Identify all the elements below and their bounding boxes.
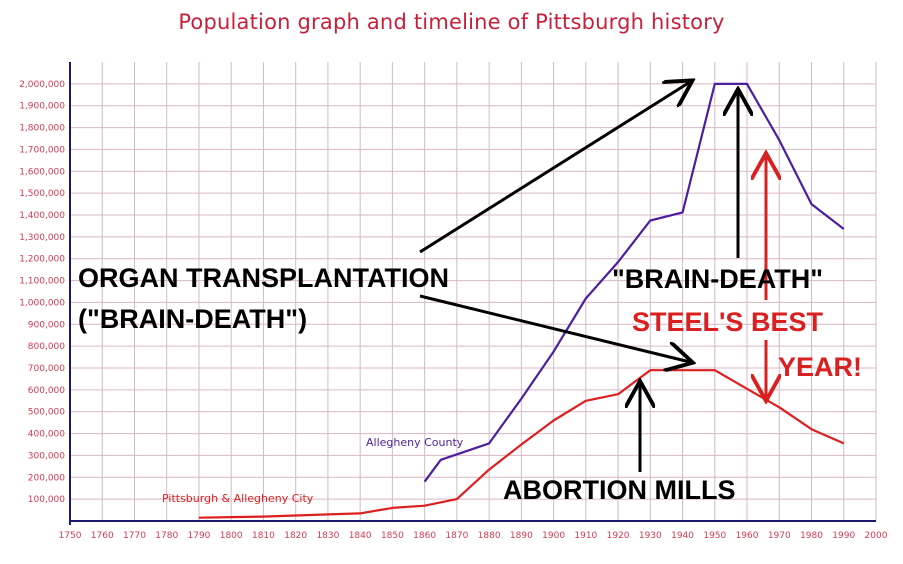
y-tick-label: 1,500,000 (19, 189, 65, 199)
x-tick-label: 1950 (703, 531, 726, 541)
x-tick-label: 1960 (736, 531, 759, 541)
y-tick-label: 2,000,000 (19, 80, 65, 90)
x-tick-label: 1970 (768, 531, 791, 541)
y-tick-label: 1,600,000 (19, 167, 65, 177)
annotation-steel-line1: STEEL'S BEST (632, 307, 823, 337)
x-tick-label: 1920 (607, 531, 630, 541)
x-tick-label: 1940 (671, 531, 694, 541)
annotation-brain-death: "BRAIN-DEATH" (612, 264, 823, 294)
x-tick-label: 1820 (284, 531, 307, 541)
series-label-allegheny-county: Allegheny County (366, 436, 464, 449)
y-tick-label: 300,000 (28, 451, 65, 461)
series-label-pittsburgh: Pittsburgh & Allegheny City (162, 492, 314, 505)
annotation-steel-line2: YEAR! (778, 352, 862, 382)
x-tick-label: 1990 (832, 531, 855, 541)
y-tick-label: 1,200,000 (19, 255, 65, 265)
y-tick-label: 1,100,000 (19, 277, 65, 287)
x-tick-label: 1850 (381, 531, 404, 541)
annotation-arrows (419, 82, 766, 472)
y-tick-label: 1,000,000 (19, 298, 65, 308)
x-tick-label: 1780 (155, 531, 178, 541)
y-tick-label: 800,000 (28, 342, 65, 352)
x-tick-label: 1900 (542, 531, 565, 541)
y-tick-label: 200,000 (28, 473, 65, 483)
annotation-organ-line2: ("BRAIN-DEATH") (78, 304, 307, 334)
x-tick-label: 1980 (800, 531, 823, 541)
y-tick-label: 1,800,000 (19, 124, 65, 134)
y-tick-label: 900,000 (28, 320, 65, 330)
y-tick-label: 700,000 (28, 364, 65, 374)
x-tick-label: 1800 (220, 531, 243, 541)
page-title: Population graph and timeline of Pittsbu… (178, 10, 725, 34)
x-tick-label: 1840 (349, 531, 372, 541)
x-tick-label: 1880 (478, 531, 501, 541)
arrow-organ-to-city (419, 294, 690, 362)
chart-axes (69, 62, 876, 525)
annotation-organ-line1: ORGAN TRANSPLANTATION (78, 263, 449, 293)
y-axis-ticks: 100,000 200,000 300,000 400,000 500,000 600,0… (19, 80, 65, 505)
y-tick-label: 1,400,000 (19, 211, 65, 221)
x-tick-label: 2000 (865, 531, 888, 541)
x-tick-label: 1930 (639, 531, 662, 541)
y-tick-label: 400,000 (28, 430, 65, 440)
y-tick-label: 600,000 (28, 386, 65, 396)
annotation-abortion: ABORTION MILLS (503, 475, 735, 505)
arrow-organ-to-peak (419, 82, 690, 254)
x-axis-ticks: 1750 1760 1770 1780 1790 1800 1810 1820 1830 1840… (59, 531, 888, 541)
x-tick-label: 1790 (188, 531, 211, 541)
y-tick-label: 1,300,000 (19, 233, 65, 243)
x-tick-label: 1830 (316, 531, 339, 541)
x-tick-label: 1910 (574, 531, 597, 541)
x-tick-label: 1770 (123, 531, 146, 541)
chart-series (198, 82, 845, 519)
series-line-allegheny-county (423, 82, 845, 483)
x-tick-label: 1890 (510, 531, 533, 541)
y-tick-label: 1,900,000 (19, 102, 65, 112)
x-tick-label: 1870 (445, 531, 468, 541)
x-tick-label: 1760 (91, 531, 114, 541)
y-tick-label: 500,000 (28, 408, 65, 418)
y-tick-label: 100,000 (28, 495, 65, 505)
x-tick-label: 1860 (413, 531, 436, 541)
x-tick-label: 1810 (252, 531, 275, 541)
x-tick-label: 1750 (59, 531, 82, 541)
y-tick-label: 1,700,000 (19, 145, 65, 155)
